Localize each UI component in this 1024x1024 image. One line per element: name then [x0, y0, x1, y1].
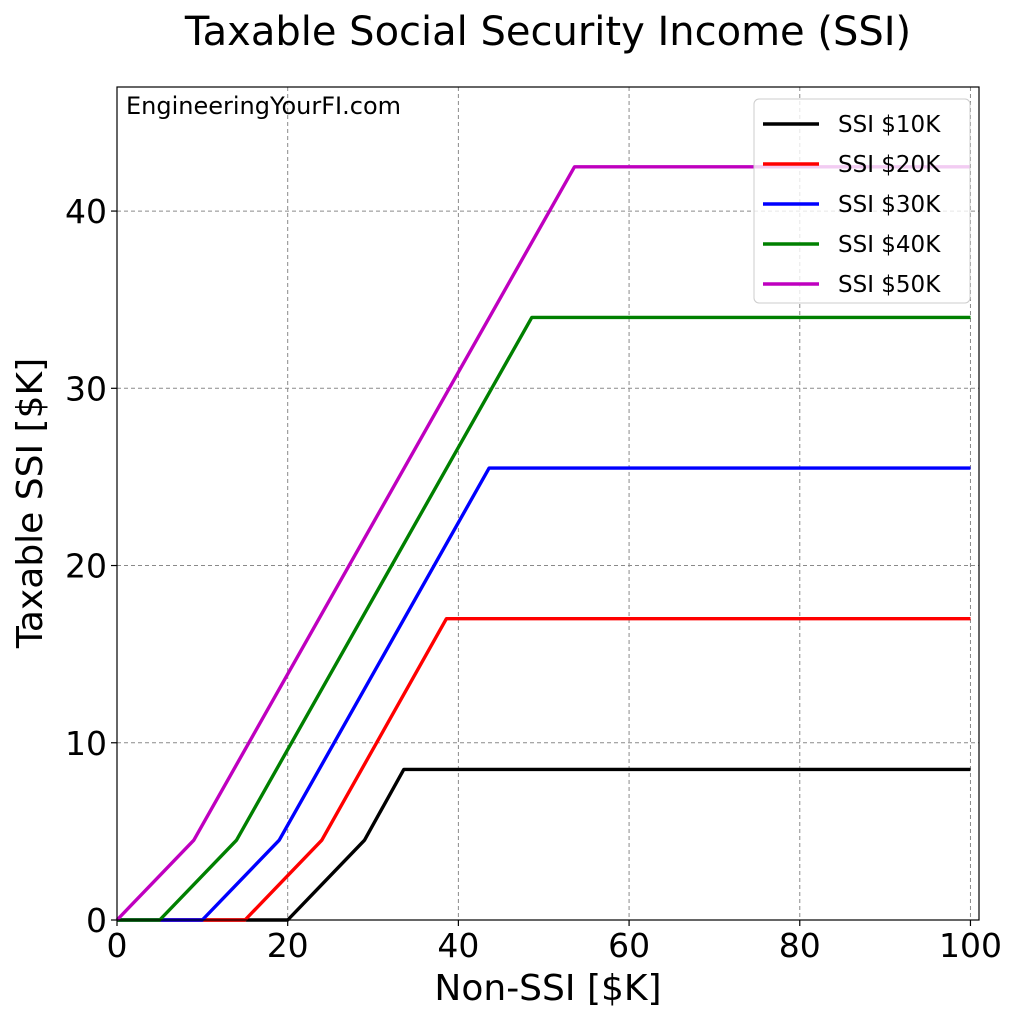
- y-tick-label: 40: [65, 192, 107, 231]
- series-line: [117, 767, 971, 922]
- y-tick-label: 10: [65, 724, 107, 763]
- axis-ticks: 0 20 40 60 80 100 0 10 20 30 40: [65, 192, 1002, 965]
- plot-frame: [116, 86, 980, 921]
- legend-box: [753, 98, 971, 304]
- x-tick-label: 40: [437, 926, 479, 965]
- legend: SSI $10K SSI $20K SSI $30K SSI $40K SSI $50K: [753, 98, 971, 304]
- watermark: EngineeringYourFI.com: [126, 92, 401, 120]
- legend-label: SSI $10K: [838, 112, 941, 138]
- y-tick-label: 20: [65, 547, 107, 586]
- legend-label: SSI $30K: [838, 192, 941, 218]
- x-tick-label: 0: [107, 926, 128, 965]
- y-axis-label: Taxable SSI [$K]: [10, 358, 51, 649]
- y-tick-label: 30: [65, 369, 107, 408]
- chart-title: Taxable Social Security Income (SSI): [184, 9, 911, 55]
- x-tick-label: 100: [939, 926, 1002, 965]
- legend-label: SSI $40K: [838, 232, 941, 258]
- x-tick-label: 60: [608, 926, 650, 965]
- legend-label: SSI $20K: [838, 152, 941, 178]
- legend-label: SSI $50K: [838, 272, 941, 298]
- series-line: [117, 466, 971, 922]
- x-tick-label: 20: [267, 926, 309, 965]
- x-tick-label: 80: [779, 926, 821, 965]
- y-tick-label: 0: [86, 901, 107, 940]
- x-axis-label: Non-SSI [$K]: [434, 968, 661, 1009]
